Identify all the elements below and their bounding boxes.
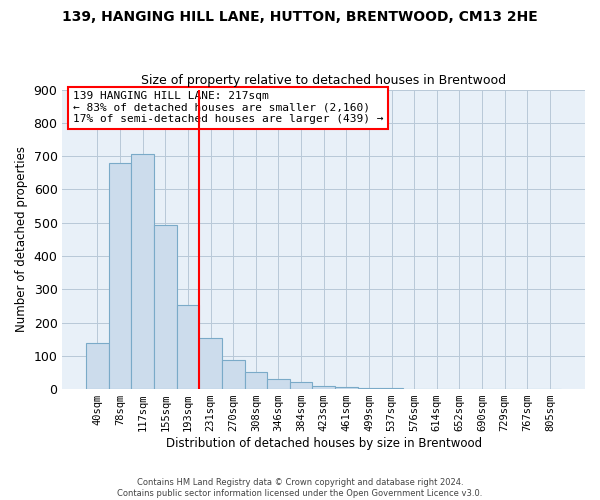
Bar: [131, 154, 154, 389]
Text: 139 HANGING HILL LANE: 217sqm
← 83% of detached houses are smaller (2,160)
17% o: 139 HANGING HILL LANE: 217sqm ← 83% of d…: [73, 91, 383, 124]
Y-axis label: Number of detached properties: Number of detached properties: [15, 146, 28, 332]
Bar: [199, 338, 222, 389]
Bar: [380, 388, 403, 389]
Bar: [290, 382, 313, 389]
X-axis label: Distribution of detached houses by size in Brentwood: Distribution of detached houses by size …: [166, 437, 482, 450]
Bar: [176, 304, 199, 389]
Bar: [335, 388, 358, 389]
Bar: [154, 225, 176, 389]
Title: Size of property relative to detached houses in Brentwood: Size of property relative to detached ho…: [141, 74, 506, 87]
Text: 139, HANGING HILL LANE, HUTTON, BRENTWOOD, CM13 2HE: 139, HANGING HILL LANE, HUTTON, BRENTWOO…: [62, 10, 538, 24]
Bar: [86, 343, 109, 389]
Text: Contains HM Land Registry data © Crown copyright and database right 2024.
Contai: Contains HM Land Registry data © Crown c…: [118, 478, 482, 498]
Bar: [313, 386, 335, 389]
Bar: [109, 164, 131, 389]
Bar: [267, 379, 290, 389]
Bar: [245, 372, 267, 389]
Bar: [358, 388, 380, 389]
Bar: [222, 360, 245, 389]
